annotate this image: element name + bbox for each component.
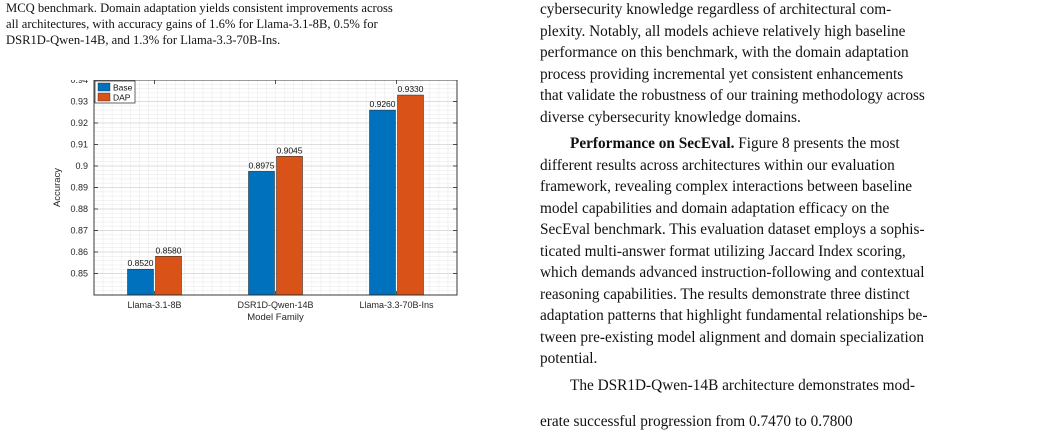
bar-base bbox=[248, 171, 275, 296]
body-text: tween pre-existing model alignment and d… bbox=[540, 328, 925, 346]
body-text-line: plexity. Notably, all models achieve rel… bbox=[540, 22, 905, 42]
bar-base bbox=[127, 268, 154, 296]
bar-value-label: 0.9330 bbox=[398, 84, 424, 94]
body-text: potential. bbox=[540, 350, 598, 367]
body-text-line: tween pre-existing model alignment and d… bbox=[540, 328, 924, 348]
right-column-body-text: cybersecurity knowledge regardless of ar… bbox=[540, 0, 1045, 431]
body-text-line: diverse cybersecurity knowledge domains. bbox=[540, 108, 801, 128]
x-tick-label: DSR1D-Qwen-14B bbox=[237, 300, 313, 310]
body-text: cybersecurity knowledge regardless of ar… bbox=[540, 1, 892, 18]
body-text: which demands advanced instruction-follo… bbox=[540, 264, 925, 281]
bar-value-label: 0.8580 bbox=[156, 245, 182, 255]
section-heading: Performance on SecEval. bbox=[570, 135, 735, 152]
bar-base bbox=[369, 109, 396, 296]
y-tick-label: 0.92 bbox=[70, 118, 88, 128]
y-tick-label: 0.94 bbox=[70, 80, 88, 85]
y-tick-label: 0.93 bbox=[70, 97, 88, 107]
body-text: The DSR1D-Qwen-14B architecture demonstr… bbox=[570, 377, 915, 394]
bar-value-label: 0.8975 bbox=[249, 160, 275, 170]
body-text: diverse cybersecurity knowledge domains. bbox=[540, 108, 801, 126]
body-text-line: cybersecurity knowledge regardless of ar… bbox=[540, 0, 891, 20]
bar-value-label: 0.9045 bbox=[277, 145, 303, 155]
body-text-line: which demands advanced instruction-follo… bbox=[540, 263, 924, 283]
x-tick-label: Llama-3.1-8B bbox=[127, 300, 181, 310]
body-text-line: potential. bbox=[540, 349, 597, 369]
caption-line: DSR1D-Qwen-14B, and 1.3% for Llama-3.3-7… bbox=[6, 33, 281, 48]
body-text: different results across architectures w… bbox=[540, 156, 895, 174]
caption-line: MCQ benchmark. Domain adaptation yields … bbox=[6, 1, 393, 15]
y-tick-label: 0.86 bbox=[70, 247, 88, 257]
y-axis-label: Accuracy bbox=[52, 168, 63, 207]
body-text: that validate the robustness of our trai… bbox=[540, 87, 925, 104]
body-text-line: SecEval benchmark. This evaluation datas… bbox=[540, 220, 925, 240]
body-text: Figure 8 presents the most bbox=[734, 135, 900, 152]
x-axis-label: Model Family bbox=[247, 312, 304, 323]
body-text-line: ticated multi-answer format utilizing Ja… bbox=[540, 242, 906, 262]
legend-label: Base bbox=[113, 83, 133, 93]
body-text: model capabilities and domain adaptation… bbox=[540, 199, 890, 217]
body-text-line: that validate the robustness of our trai… bbox=[540, 86, 925, 106]
body-text-line: performance on this benchmark, with the … bbox=[540, 43, 909, 63]
y-tick-label: 0.9 bbox=[75, 161, 88, 171]
body-text-line: different results across architectures w… bbox=[540, 156, 895, 176]
y-tick-label: 0.87 bbox=[70, 226, 88, 236]
legend-label: DAP bbox=[113, 93, 131, 103]
accuracy-bar-chart: 0.8520 0.8580 0.8975 0.9045 0.9260 0.9330 0.85… bbox=[20, 80, 490, 431]
y-tick-label: 0.89 bbox=[70, 183, 88, 193]
body-text-line: model capabilities and domain adaptation… bbox=[540, 199, 889, 219]
body-text-line: The DSR1D-Qwen-14B architecture demonstr… bbox=[570, 376, 915, 396]
body-text: reasoning capabilities. The results demo… bbox=[540, 285, 910, 303]
bar-value-label: 0.9260 bbox=[370, 99, 396, 109]
bar-dap bbox=[276, 156, 303, 296]
body-text: framework, revealing complex interaction… bbox=[540, 178, 913, 195]
body-text-line: reasoning capabilities. The results demo… bbox=[540, 285, 910, 305]
bar-dap bbox=[155, 256, 182, 296]
figure-caption: MCQ benchmark. Domain adaptation yields … bbox=[6, 0, 506, 49]
bar-value-label: 0.8520 bbox=[128, 258, 154, 268]
left-column: MCQ benchmark. Domain adaptation yields … bbox=[0, 0, 510, 431]
body-text-line: erate successful progression from 0.7470… bbox=[540, 412, 853, 432]
body-text: adaptation patterns that highlight funda… bbox=[540, 307, 928, 324]
bar-dap bbox=[397, 94, 424, 296]
y-tick-label: 0.85 bbox=[70, 269, 88, 279]
body-text: performance on this benchmark, with the … bbox=[540, 44, 909, 61]
body-text-line: adaptation patterns that highlight funda… bbox=[540, 306, 927, 326]
body-text: process providing incremental yet consis… bbox=[540, 65, 904, 83]
body-text-line: process providing incremental yet consis… bbox=[540, 65, 903, 85]
caption-line: all architectures, with accuracy gains o… bbox=[6, 17, 378, 32]
x-tick-label: Llama-3.3-70B-Ins bbox=[359, 300, 434, 310]
body-text-line: framework, revealing complex interaction… bbox=[540, 177, 912, 197]
y-tick-label: 0.88 bbox=[70, 204, 88, 214]
body-text: ticated multi-answer format utilizing Ja… bbox=[540, 242, 906, 260]
body-text: SecEval benchmark. This evaluation datas… bbox=[540, 221, 925, 238]
legend-swatch-dap bbox=[97, 92, 111, 102]
body-text: erate successful progression from 0.7470… bbox=[540, 412, 853, 430]
y-tick-label: 0.91 bbox=[70, 140, 88, 150]
body-text: plexity. Notably, all models achieve rel… bbox=[540, 22, 906, 40]
legend-swatch-base bbox=[97, 82, 111, 92]
body-text-line: Performance on SecEval. Figure 8 present… bbox=[570, 134, 900, 154]
